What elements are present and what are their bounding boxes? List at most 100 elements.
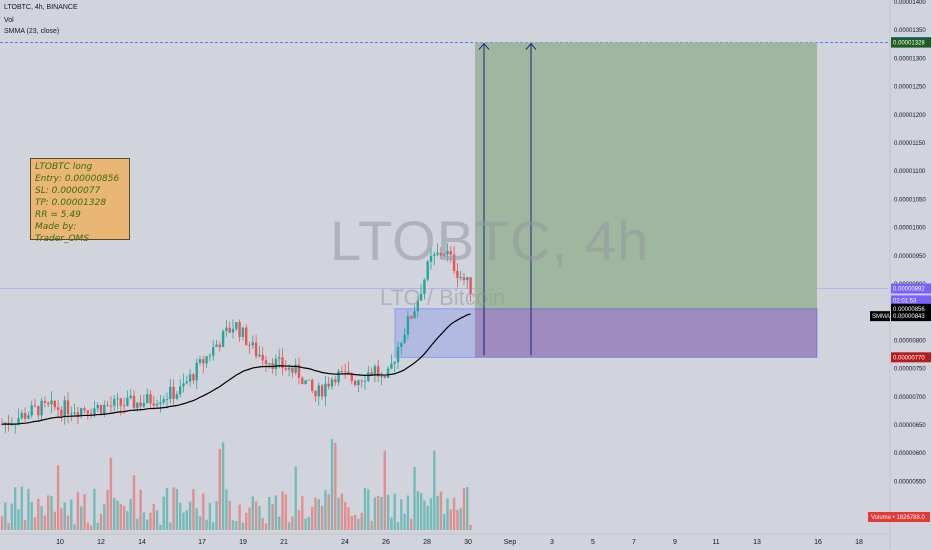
smma-line [1, 313, 471, 425]
candle-body [429, 255, 433, 262]
volume-bar [327, 494, 330, 530]
volume-bar [393, 493, 396, 530]
volume-bar [248, 507, 251, 530]
candle-body [423, 279, 426, 294]
candle-body [304, 380, 307, 385]
volume-bar [274, 495, 278, 530]
candle-body [162, 399, 165, 403]
candle-body [340, 371, 344, 372]
candle-body [169, 386, 172, 400]
x-tick-label: 19 [239, 539, 247, 546]
volume-bar [386, 494, 390, 530]
volume-bar [367, 489, 370, 530]
volume-bar [297, 510, 301, 530]
note-line: Entry: 0.00000856 [35, 174, 120, 184]
candle-body [40, 400, 43, 416]
volume-bar [469, 525, 472, 530]
y-tick-label: 0.00001200 [894, 113, 926, 119]
volume-bar [4, 502, 7, 530]
badge-bg [891, 37, 931, 48]
candle-body [152, 403, 155, 406]
volume-bar [443, 514, 446, 530]
note-line: SL: 0.0000077 [35, 186, 101, 196]
volume-bar [254, 501, 258, 530]
candle-body [403, 334, 406, 343]
volume-bar [245, 512, 248, 530]
volume-bar [93, 488, 96, 530]
y-tick-label: 0.00001000 [894, 226, 926, 232]
y-tick-label: 0.00001050 [894, 197, 926, 203]
badge-prefix: SMMA [872, 314, 890, 320]
candle-body [129, 395, 132, 398]
candle-body [360, 380, 363, 382]
volume-bar [304, 518, 307, 530]
candle-body [63, 400, 66, 416]
candle-body [466, 277, 469, 281]
candle-body [248, 344, 251, 346]
candle-body [370, 372, 373, 375]
volume-bar [413, 466, 416, 530]
candle-body [179, 386, 182, 395]
candle-body [23, 413, 27, 419]
note-line: RR = 5.49 [35, 210, 81, 220]
volume-bar [185, 510, 188, 530]
smma-indicator-label[interactable]: SMMA (23, close) [4, 28, 60, 35]
candle-body [221, 330, 225, 348]
x-tick-label: 12 [97, 539, 105, 546]
target-arrow-head [525, 42, 537, 50]
candle-body [37, 406, 40, 416]
candle-body [208, 355, 212, 357]
candle-body [231, 328, 235, 333]
volume-bar [27, 488, 30, 530]
volume-bar [251, 496, 254, 530]
volume-bar [76, 492, 80, 530]
candle-body [175, 394, 179, 399]
candle-body [116, 398, 119, 400]
volume-bar [429, 498, 433, 530]
volume-bar [284, 494, 287, 530]
x-tick-label: 17 [198, 539, 206, 546]
volume-bar [132, 475, 136, 530]
x-tick-label: 14 [138, 539, 146, 546]
x-tick-label: 26 [382, 539, 390, 546]
candle-body [426, 261, 429, 280]
volume-bar [452, 497, 456, 530]
candle-body [284, 368, 287, 370]
candle-body [254, 342, 258, 357]
candle-body [109, 405, 113, 407]
vol-indicator-label[interactable]: Vol [4, 17, 14, 24]
volume-bar [370, 521, 373, 530]
volume-bar [113, 497, 116, 530]
note-line: LTOBTC long [35, 162, 93, 172]
candle-body [93, 408, 96, 415]
candle-body [60, 409, 63, 416]
candle-body [238, 322, 241, 337]
candle-body [330, 379, 334, 387]
volume-bar [459, 508, 462, 530]
volume-bar [446, 498, 449, 530]
candle-body [70, 413, 73, 415]
candle-body [182, 383, 185, 387]
candle-body [106, 404, 109, 406]
x-tick-label: 30 [464, 539, 472, 546]
candle-body [334, 379, 337, 383]
candle-body [377, 366, 380, 377]
volume-bar [268, 497, 271, 530]
volume-bar [23, 519, 27, 530]
candle-body [66, 400, 70, 415]
volume-bar [320, 505, 324, 530]
candle-body [317, 385, 320, 397]
candle-body [261, 354, 264, 361]
candle-body [165, 399, 169, 400]
volume-bar [205, 519, 208, 530]
x-tick-label: 16 [814, 539, 822, 546]
y-tick-label: 0.00000800 [894, 338, 926, 344]
volume-bar [169, 522, 172, 530]
volume-bar [89, 525, 93, 530]
trade-note[interactable]: LTOBTC long Entry: 0.00000856 SL: 0.0000… [30, 158, 130, 244]
volume-bar [347, 507, 350, 530]
candle-body [297, 364, 301, 378]
badge-bg [891, 295, 931, 306]
x-tick-label: 7 [632, 539, 636, 546]
